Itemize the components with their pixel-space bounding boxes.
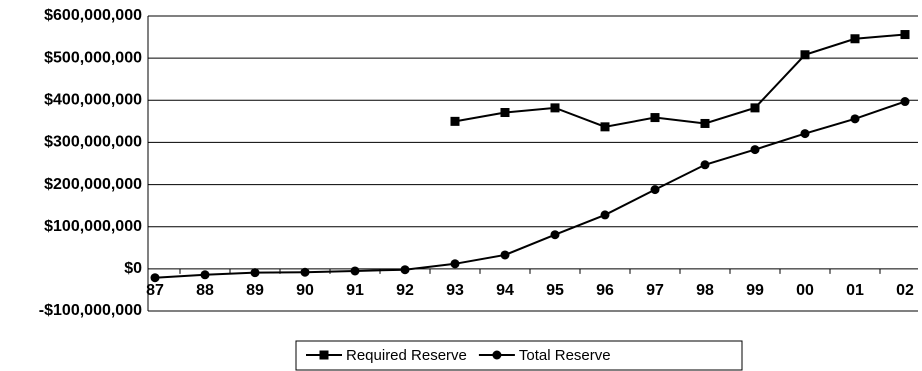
marker bbox=[250, 268, 260, 278]
marker bbox=[400, 265, 410, 275]
y-tick-label: $200,000,000 bbox=[44, 176, 142, 193]
marker bbox=[550, 103, 560, 113]
legend-label: Required Reserve bbox=[346, 347, 467, 364]
marker bbox=[650, 185, 660, 195]
x-tick-label: 98 bbox=[696, 282, 714, 299]
x-tick-label: 94 bbox=[496, 282, 514, 299]
y-tick-label: -$100,000,000 bbox=[39, 302, 142, 319]
marker bbox=[500, 250, 510, 260]
marker bbox=[300, 267, 310, 277]
marker bbox=[800, 50, 810, 60]
x-tick-label: 88 bbox=[196, 282, 214, 299]
marker bbox=[450, 259, 460, 269]
marker bbox=[450, 116, 460, 126]
x-tick-label: 87 bbox=[146, 282, 164, 299]
legend-marker bbox=[319, 350, 329, 360]
x-tick-label: 96 bbox=[596, 282, 614, 299]
x-tick-label: 97 bbox=[646, 282, 664, 299]
legend-marker bbox=[492, 350, 502, 360]
marker bbox=[850, 34, 860, 44]
x-tick-label: 89 bbox=[246, 282, 264, 299]
marker bbox=[550, 230, 560, 240]
x-tick-label: 90 bbox=[296, 282, 314, 299]
x-tick-label: 93 bbox=[446, 282, 464, 299]
x-tick-label: 95 bbox=[546, 282, 564, 299]
x-tick-label: 00 bbox=[796, 282, 814, 299]
y-tick-label: $100,000,000 bbox=[44, 218, 142, 235]
marker bbox=[700, 118, 710, 128]
y-tick-label: $600,000,000 bbox=[44, 7, 142, 24]
marker bbox=[200, 270, 210, 280]
marker bbox=[900, 30, 910, 40]
marker bbox=[600, 210, 610, 220]
marker bbox=[500, 108, 510, 118]
marker bbox=[850, 114, 860, 124]
marker bbox=[350, 266, 360, 276]
y-tick-label: $400,000,000 bbox=[44, 92, 142, 109]
legend-box bbox=[295, 340, 743, 371]
marker bbox=[600, 122, 610, 132]
series-line bbox=[454, 33, 906, 128]
marker bbox=[750, 103, 760, 113]
x-tick-label: 02 bbox=[896, 282, 914, 299]
x-tick-label: 91 bbox=[346, 282, 364, 299]
x-tick-label: 92 bbox=[396, 282, 414, 299]
y-tick-label: $500,000,000 bbox=[44, 49, 142, 66]
x-tick-label: 99 bbox=[746, 282, 764, 299]
marker bbox=[800, 129, 810, 139]
marker bbox=[150, 273, 160, 283]
marker bbox=[700, 160, 710, 170]
y-tick-label: $300,000,000 bbox=[44, 134, 142, 151]
marker bbox=[650, 113, 660, 123]
y-tick-label: $0 bbox=[124, 260, 142, 277]
legend-label: Total Reserve bbox=[519, 347, 611, 364]
x-tick-label: 01 bbox=[846, 282, 864, 299]
marker bbox=[900, 97, 910, 107]
series-line bbox=[154, 100, 906, 279]
marker bbox=[750, 145, 760, 155]
